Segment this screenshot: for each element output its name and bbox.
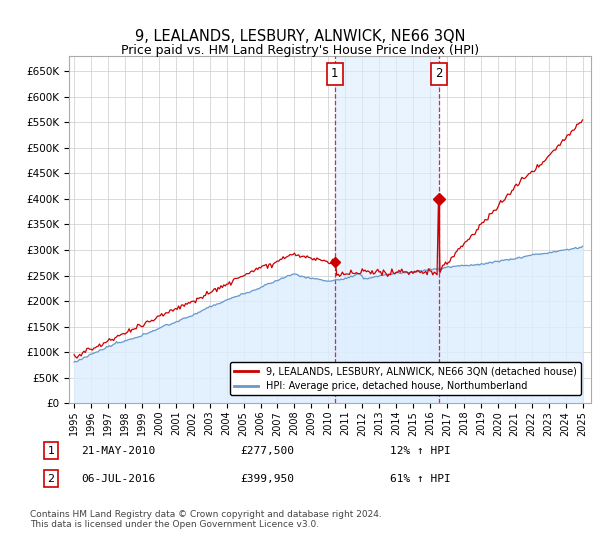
Text: 21-MAY-2010: 21-MAY-2010 <box>81 446 155 456</box>
Text: 9, LEALANDS, LESBURY, ALNWICK, NE66 3QN: 9, LEALANDS, LESBURY, ALNWICK, NE66 3QN <box>135 29 465 44</box>
Bar <box>335 56 439 403</box>
Text: Contains HM Land Registry data © Crown copyright and database right 2024.
This d: Contains HM Land Registry data © Crown c… <box>30 510 382 529</box>
Text: 12% ↑ HPI: 12% ↑ HPI <box>390 446 451 456</box>
Text: £399,950: £399,950 <box>240 474 294 484</box>
Text: 1: 1 <box>47 446 55 456</box>
Text: 2: 2 <box>47 474 55 484</box>
Text: 06-JUL-2016: 06-JUL-2016 <box>81 474 155 484</box>
Text: 2: 2 <box>435 67 442 81</box>
Text: 1: 1 <box>331 67 338 81</box>
Text: £277,500: £277,500 <box>240 446 294 456</box>
Text: Price paid vs. HM Land Registry's House Price Index (HPI): Price paid vs. HM Land Registry's House … <box>121 44 479 57</box>
Legend: 9, LEALANDS, LESBURY, ALNWICK, NE66 3QN (detached house), HPI: Average price, de: 9, LEALANDS, LESBURY, ALNWICK, NE66 3QN … <box>230 362 581 395</box>
Text: 61% ↑ HPI: 61% ↑ HPI <box>390 474 451 484</box>
